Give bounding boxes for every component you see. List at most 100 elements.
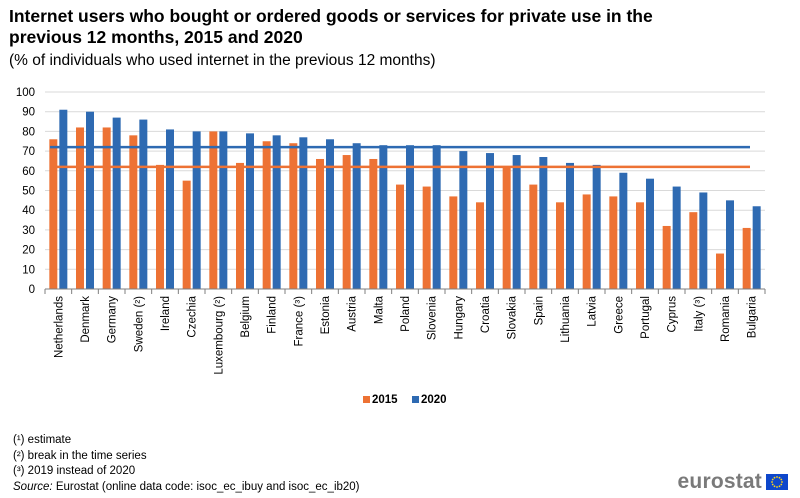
x-tick-label: Netherlands <box>53 296 65 358</box>
bar-2020 <box>486 153 494 289</box>
x-tick-label: Luxembourg (²) <box>213 296 225 375</box>
x-tick-label: Belgium <box>240 296 252 338</box>
bar-2020 <box>619 172 628 289</box>
bar-2020 <box>726 200 734 289</box>
source-line: Source: Eurostat (online data code: isoc… <box>13 480 360 496</box>
x-tick-label: Hungary <box>453 296 465 340</box>
eu-flag-icon <box>766 474 788 490</box>
bar-2015 <box>582 194 591 289</box>
bar-2015 <box>262 141 271 289</box>
gridlines <box>45 91 765 270</box>
source-text: Eurostat (online data code: isoc_ec_ibuy… <box>55 480 360 493</box>
bar-2020 <box>112 117 121 289</box>
bar-2020 <box>352 143 361 289</box>
bar-2020 <box>379 145 388 289</box>
bar-2020 <box>246 133 254 289</box>
y-tick-label: 90 <box>22 107 35 119</box>
bar-2020 <box>512 155 521 289</box>
bar-2020 <box>459 151 468 289</box>
bar-2015 <box>289 143 298 289</box>
bar-2015 <box>449 196 458 289</box>
x-tick-label: Latvia <box>587 295 599 326</box>
y-tick-label: 30 <box>22 225 35 237</box>
x-tick-label: Slovakia <box>507 295 519 339</box>
x-tick-label: Austria <box>347 295 359 331</box>
bar-2015 <box>716 253 724 289</box>
x-tick-label: France (³) <box>293 296 305 347</box>
bar-2020 <box>86 111 94 289</box>
legend-label-2015: 2015 <box>372 394 398 406</box>
x-tick-label: Sweden (²) <box>133 296 145 352</box>
bar-2015 <box>102 127 111 290</box>
bar-2015 <box>209 131 218 289</box>
legend: 2015 2020 <box>363 394 447 406</box>
bar-2015 <box>502 166 511 289</box>
bar-2015 <box>742 227 751 289</box>
legend-swatch-2015 <box>363 396 370 403</box>
x-tick-label: Germany <box>107 296 119 344</box>
x-tick-label: Denmark <box>80 296 92 343</box>
bar-2020 <box>406 145 414 289</box>
y-tick-label: 20 <box>22 245 35 257</box>
bar-2015 <box>476 202 484 289</box>
logo-text: eurostat <box>677 470 762 493</box>
bar-2020 <box>539 157 548 289</box>
bar-2015 <box>316 158 324 289</box>
source-label: Source: <box>13 480 53 493</box>
bar-2020 <box>752 206 761 289</box>
x-tick-label: Slovenia <box>427 295 439 340</box>
x-tick-label: Czechia <box>187 295 199 337</box>
bar-2015 <box>236 162 244 289</box>
x-tick-label: Spain <box>533 296 545 325</box>
legend-swatch-2020 <box>412 396 419 403</box>
x-tick-label: Cyprus <box>667 296 679 333</box>
chart-subtitle: (% of individuals who used internet in t… <box>9 52 436 69</box>
y-tick-label: 10 <box>22 264 35 276</box>
bar-2015 <box>156 164 164 289</box>
y-tick-label: 60 <box>22 166 35 178</box>
bar-2020 <box>432 145 441 289</box>
bar-2020 <box>272 135 281 289</box>
x-tick-label: Estonia <box>320 295 332 334</box>
bar-2020 <box>139 119 148 289</box>
x-tick-label: Bulgaria <box>747 295 759 338</box>
x-tick-label: Ireland <box>160 296 172 331</box>
x-tick-label: Lithuania <box>560 295 572 342</box>
bar-2015 <box>369 158 378 289</box>
bar-2020 <box>699 192 708 289</box>
bar-2020 <box>672 186 681 289</box>
y-tick-label: 80 <box>22 126 35 138</box>
bar-chart: 0 10 20 30 40 50 60 70 80 90 100 Netherlands Denmark… <box>16 87 766 406</box>
y-tick-label: 70 <box>22 146 35 158</box>
x-tick-label: Romania <box>720 295 732 342</box>
footnote-2019: (³) 2019 instead of 2020 <box>13 465 136 477</box>
x-tick-label: Croatia <box>480 295 492 333</box>
bar-2015 <box>636 202 644 289</box>
reference-lines <box>50 145 750 169</box>
bar-2015 <box>609 196 618 289</box>
bars <box>49 109 761 290</box>
bar-2020 <box>566 162 574 289</box>
bar-2015 <box>129 135 138 289</box>
footnotes: (¹) estimate (²) break in the time serie… <box>13 433 360 495</box>
y-tick-label: 100 <box>16 87 35 99</box>
axes: 0 10 20 30 40 50 60 70 80 90 100 Netherlands Denmark… <box>16 87 766 375</box>
eurostat-logo: eurostat <box>678 470 788 494</box>
footnote-estimate: (¹) estimate <box>13 434 72 446</box>
bar-2015 <box>342 155 351 289</box>
x-tick-label: Malta <box>373 295 385 324</box>
footnote-break: (²) break in the time series <box>13 449 147 462</box>
x-tick-label: Poland <box>400 296 412 332</box>
bar-2020 <box>166 129 174 289</box>
bar-2015 <box>396 184 404 289</box>
bar-2020 <box>59 109 68 289</box>
bar-2015 <box>529 184 538 289</box>
bar-2015 <box>182 180 191 289</box>
legend-label-2020: 2020 <box>421 394 447 406</box>
bar-2015 <box>556 202 564 289</box>
x-tick-label: Greece <box>613 296 625 334</box>
bar-2020 <box>592 164 601 289</box>
y-tick-label: 50 <box>22 186 35 198</box>
y-tick-label: 0 <box>29 284 35 296</box>
bar-2020 <box>299 137 308 289</box>
